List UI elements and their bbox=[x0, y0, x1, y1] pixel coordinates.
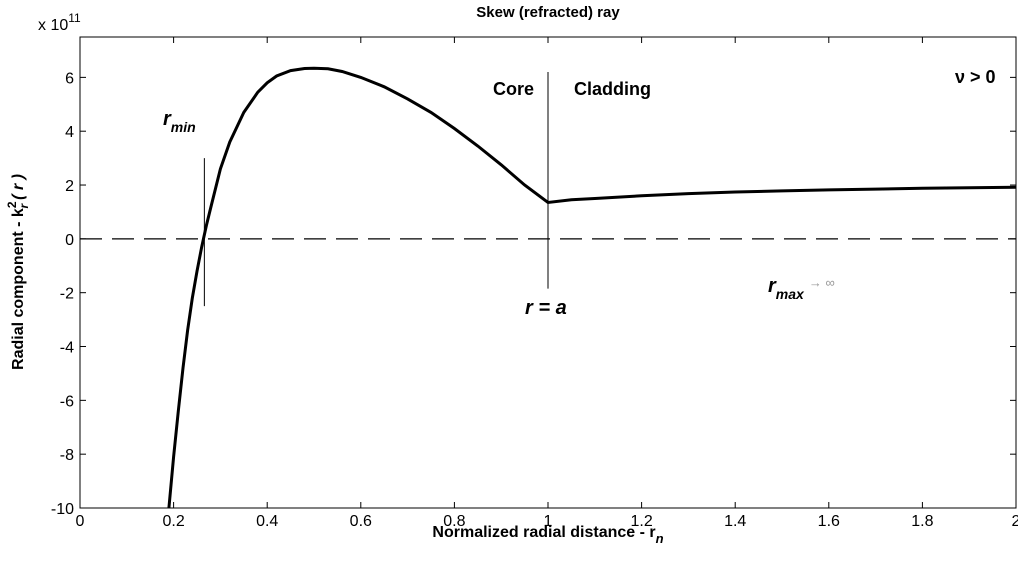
x-axis-ticks: 0 0.2 0.4 0.6 0.8 1 1.2 1.4 1.6 1.8 2 bbox=[76, 37, 1018, 530]
annotation-rmin: rmin bbox=[163, 108, 196, 135]
annotation-nu: ν > 0 bbox=[955, 67, 996, 87]
annotation-core: Core bbox=[493, 79, 534, 99]
y-axis-label-text: Radial component - k bbox=[10, 208, 27, 370]
y-tick-label: -6 bbox=[60, 393, 74, 410]
x-tick-label: 1.8 bbox=[911, 513, 933, 530]
x-tick-label: 1 bbox=[544, 513, 553, 530]
y-axis-label-sub: r bbox=[17, 202, 31, 208]
y-tick-label: -2 bbox=[60, 286, 74, 303]
x-tick-label: 2 bbox=[1012, 513, 1018, 530]
x-tick-label: 0 bbox=[76, 513, 85, 530]
annotation-rmin-r: r bbox=[163, 108, 172, 130]
x-tick-label: 0.8 bbox=[443, 513, 465, 530]
annotation-rmin-sub: min bbox=[171, 119, 196, 135]
x-axis-label: Normalized radial distance - rn bbox=[432, 524, 663, 546]
y-exponent-power: 11 bbox=[68, 11, 81, 25]
y-tick-label: -4 bbox=[60, 340, 74, 357]
x-tick-label: 0.2 bbox=[162, 513, 184, 530]
annotation-cladding: Cladding bbox=[574, 79, 651, 99]
annotation-rmax-sub: max bbox=[776, 286, 805, 302]
x-tick-label: 0.4 bbox=[256, 513, 278, 530]
annotation-r-eq-a: r = a bbox=[525, 297, 567, 319]
annotation-rmax: rmax → ∞ bbox=[768, 275, 835, 302]
y-tick-label: 6 bbox=[65, 70, 74, 87]
annotation-rmax-suffix: → ∞ bbox=[809, 275, 835, 290]
x-tick-label: 1.4 bbox=[724, 513, 746, 530]
y-exponent: x 1011 bbox=[38, 11, 81, 34]
x-axis-label-text: Normalized radial distance - r bbox=[432, 524, 655, 541]
y-axis-label-sup: 2 bbox=[5, 201, 19, 208]
y-axis-label: Radial component - k2r ( r ) bbox=[5, 174, 31, 370]
x-tick-label: 0.6 bbox=[350, 513, 372, 530]
y-axis-label-suffix: ( r ) bbox=[10, 174, 27, 200]
y-tick-label: -10 bbox=[51, 501, 74, 518]
y-tick-label: 0 bbox=[65, 232, 74, 249]
y-exponent-base: x 10 bbox=[38, 17, 68, 34]
chart-title: Skew (refracted) ray bbox=[476, 4, 620, 21]
y-tick-label: 4 bbox=[65, 124, 74, 141]
x-tick-label: 1.2 bbox=[630, 513, 652, 530]
y-tick-label: -8 bbox=[60, 447, 74, 464]
annotation-rmax-r: r bbox=[768, 275, 777, 297]
x-axis-label-subscript: n bbox=[656, 531, 664, 546]
y-tick-label: 2 bbox=[65, 178, 74, 195]
x-tick-label: 1.6 bbox=[818, 513, 840, 530]
series-line bbox=[167, 66, 1017, 509]
